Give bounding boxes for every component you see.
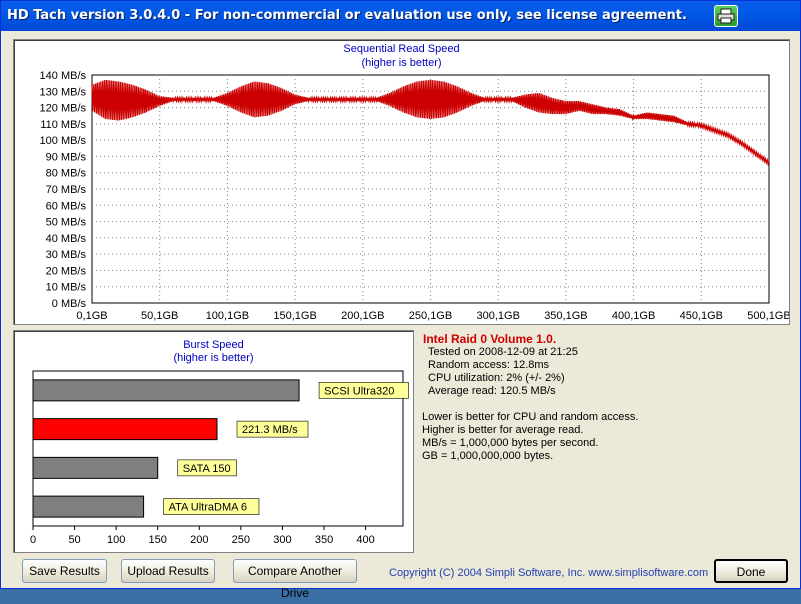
read-speed-line <box>91 79 770 167</box>
printer-icon <box>717 8 735 24</box>
y-tick-label: 130 MB/s <box>40 86 87 98</box>
burst-bar-label-box <box>163 498 260 515</box>
read-chart-subtitle: (higher is better) <box>361 57 442 69</box>
burst-x-tick-label: 300 <box>273 534 291 546</box>
burst-x-tick-label: 50 <box>68 534 80 546</box>
upload-results-button[interactable]: Upload Results <box>121 559 215 583</box>
burst-bar-label: ATA UltraDMA 6 <box>169 502 247 514</box>
burst-bar-label: SCSI Ultra320 <box>324 385 394 397</box>
note-higher-better: Higher is better for average read. <box>422 424 584 436</box>
burst-bar-label-box <box>177 459 237 477</box>
x-tick-label: 400,1GB <box>612 310 655 322</box>
burst-chart: SCSI Ultra320 221.3 MB/s SATA 150 ATA Ultra… <box>30 370 409 546</box>
window-title: HD Tach version 3.0.4.0 - For non-commer… <box>7 8 687 23</box>
x-tick-label: 300,1GB <box>476 310 519 322</box>
compare-drive-button[interactable]: Compare Another Drive <box>233 559 357 600</box>
burst-bar <box>32 495 145 518</box>
tested-date: Tested on 2008-12-09 at 21:25 <box>428 346 578 358</box>
x-tick-label: 450,1GB <box>680 310 723 322</box>
burst-bar <box>32 456 159 479</box>
burst-x-tick-label: 200 <box>190 534 208 546</box>
y-tick-label: 120 MB/s <box>40 103 87 115</box>
plot-area <box>91 74 770 304</box>
title-bar[interactable]: HD Tach version 3.0.4.0 - For non-commer… <box>1 1 800 31</box>
x-tick-label: 250,1GB <box>409 310 452 322</box>
read-chart-panel: Sequential Read Speed (higher is better)… <box>13 39 790 325</box>
y-tick-label: 40 MB/s <box>46 233 87 245</box>
read-chart-title: Sequential Read Speed <box>343 43 460 55</box>
y-tick-label: 70 MB/s <box>46 184 87 196</box>
note-gb-def: GB = 1,000,000,000 bytes. <box>422 450 554 462</box>
burst-x-tick-label: 100 <box>107 534 125 546</box>
burst-x-tick-label: 350 <box>315 534 333 546</box>
burst-bar-label: SATA 150 <box>183 463 231 475</box>
burst-chart-subtitle: (higher is better) <box>173 352 254 364</box>
y-tick-label: 20 MB/s <box>46 265 87 277</box>
y-tick-label: 80 MB/s <box>46 168 87 180</box>
burst-bar <box>32 379 300 402</box>
x-tick-label: 350,1GB <box>544 310 587 322</box>
burst-x-tick-label: 0 <box>30 534 36 546</box>
y-tick-label: 30 MB/s <box>46 249 87 261</box>
y-tick-label: 140 MB/s <box>40 70 87 82</box>
y-tick-label: 10 MB/s <box>46 282 87 294</box>
y-tick-label: 90 MB/s <box>46 151 87 163</box>
note-mbs-def: MB/s = 1,000,000 bytes per second. <box>422 437 599 449</box>
burst-x-tick-label: 150 <box>149 534 167 546</box>
done-button[interactable]: Done <box>714 559 788 583</box>
burst-x-tick-label: 400 <box>356 534 374 546</box>
burst-bar-label: 221.3 MB/s <box>242 424 298 436</box>
drive-name: Intel Raid 0 Volume 1.0. <box>423 332 557 346</box>
burst-chart-title: Burst Speed <box>183 339 244 351</box>
print-button[interactable] <box>714 5 738 27</box>
average-read: Average read: 120.5 MB/s <box>428 385 556 397</box>
results-info: Intel Raid 0 Volume 1.0. Tested on 2008-… <box>420 331 789 553</box>
y-tick-label: 50 MB/s <box>46 217 87 229</box>
x-tick-label: 100,1GB <box>206 310 249 322</box>
x-tick-label: 0,1GB <box>76 310 107 322</box>
copyright-text: Copyright (C) 2004 Simpli Software, Inc.… <box>389 567 709 579</box>
burst-chart-panel: Burst Speed (higher is better) SCSI Ultr… <box>13 330 414 553</box>
burst-bar-label-box <box>318 382 409 399</box>
read-chart: 0 MB/s 10 MB/s 20 MB/s 30 MB/s 40 MB/s 50 MB/… <box>40 70 789 322</box>
x-tick-label: 200,1GB <box>341 310 384 322</box>
burst-x-tick-label: 250 <box>232 534 250 546</box>
cpu-utilization: CPU utilization: 2% (+/- 2%) <box>428 372 565 384</box>
y-tick-label: 100 MB/s <box>40 135 87 147</box>
y-tick-label: 110 MB/s <box>40 119 86 131</box>
save-results-button[interactable]: Save Results <box>22 559 107 583</box>
burst-bar-label-box <box>236 420 309 438</box>
note-lower-better: Lower is better for CPU and random acces… <box>422 411 639 423</box>
y-tick-label: 0 MB/s <box>52 298 87 310</box>
x-tick-label: 50,1GB <box>141 310 178 322</box>
x-tick-label: 150,1GB <box>273 310 316 322</box>
burst-bar <box>32 418 218 441</box>
random-access: Random access: 12.8ms <box>428 359 550 371</box>
y-tick-label: 60 MB/s <box>46 200 87 212</box>
x-tick-label: 500,1GB <box>747 310 789 322</box>
